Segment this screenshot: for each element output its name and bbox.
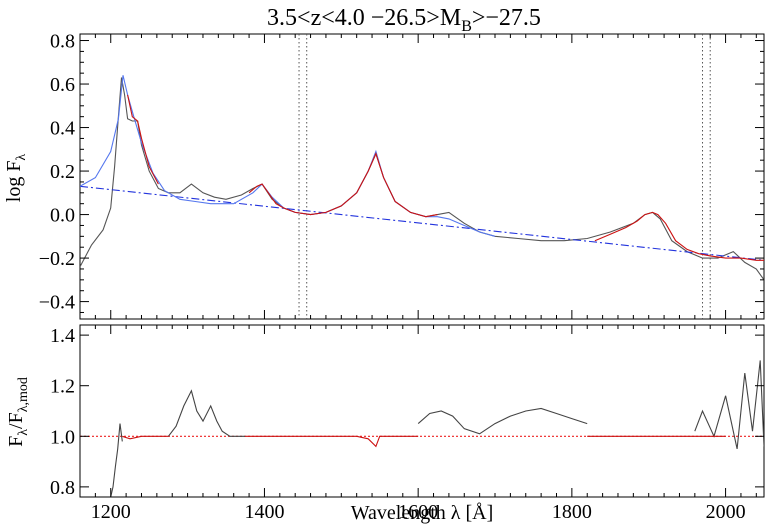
lower-panel: 0.8 1.0 1.2 1.4 1200 1400 1600 1800 2000 Fλ/Fλ,… [5,34,765,524]
y-tick-label: 1.0 [50,426,75,448]
y-tick-label: −0.4 [39,292,75,314]
chart-title: 3.5<z<4.0 −26.5>MB>−27.5 [267,5,541,35]
x-tick-label: 1800 [552,501,592,523]
x-axis-ticks: 1200 1400 1600 1800 2000 [91,34,757,523]
ratio-unfitted-series [167,389,246,437]
fitted-region-series [594,211,764,261]
lower-y-axis-ticks: 0.8 1.0 1.2 1.4 [50,325,764,499]
ratio-fitted-series [245,435,419,448]
ratio-unfitted-series [694,360,764,450]
y-tick-label: 1.2 [50,376,75,398]
upper-y-axis-ticks: −0.4 −0.2 0.0 0.2 0.4 0.6 0.8 [39,31,764,319]
x-tick-label: 1200 [91,501,131,523]
ratio-unfitted-series [110,423,123,497]
x-axis-label: Wavelength λ [Å] [351,502,493,524]
x-tick-label: 2000 [706,501,746,523]
y-tick-label: −0.2 [39,248,75,270]
upper-panel: −0.4 −0.2 0.0 0.2 0.4 0.6 0.8 log Fλ [3,31,765,320]
y-tick-label: 0.0 [50,205,75,227]
y-tick-label: 0.2 [50,161,75,183]
y-tick-label: 0.4 [50,118,75,140]
upper-plot-content [80,34,764,319]
fitted-region-series [127,94,159,185]
fitted-region-series [248,152,438,218]
y-tick-label: 0.8 [50,477,75,499]
title-subscript: B [461,18,472,35]
continuum-series [80,185,764,261]
x-tick-label: 1400 [244,501,284,523]
lower-plot-frame [79,324,765,498]
ratio-fitted-series [122,435,169,440]
y-tick-label: 1.4 [50,325,75,347]
upper-y-axis-label: log Fλ [3,154,29,203]
upper-plot-frame [79,33,765,320]
x-tick-label: 1600 [398,501,438,523]
y-tick-label: 0.6 [50,74,75,96]
y-tick-label: 0.8 [50,31,75,53]
observed-series [80,77,764,281]
model-series [80,75,496,237]
lower-plot-content [80,360,764,497]
lower-y-axis-label: Fλ/Fλ,mod [5,377,31,447]
ratio-unfitted-series [417,407,588,435]
